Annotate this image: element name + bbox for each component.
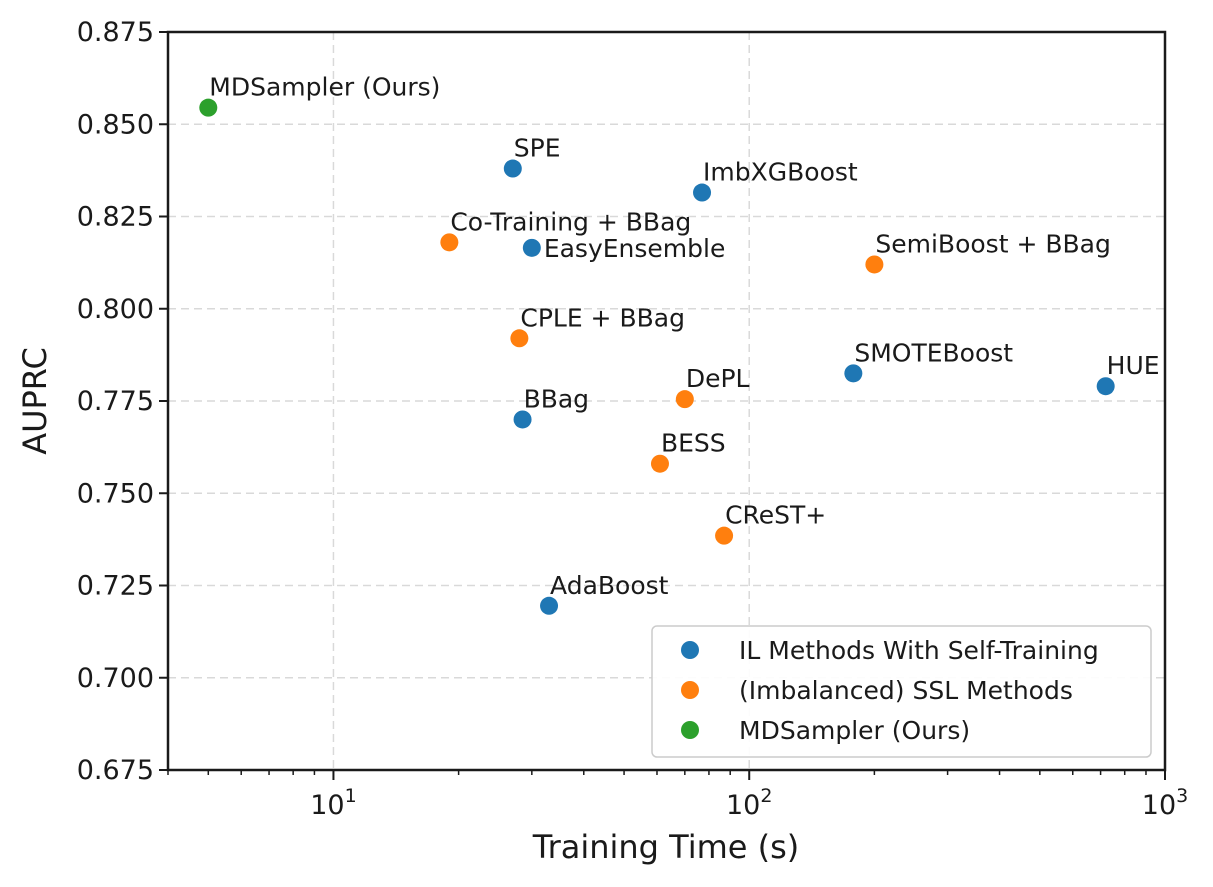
data-point — [510, 329, 529, 348]
data-points — [199, 98, 1115, 615]
axis-ticks: 0.675 0.700 0.725 0.750 0.775 0.800 0.825 0.850… — [77, 17, 1189, 821]
legend-box — [651, 625, 1152, 758]
data-point — [650, 454, 669, 473]
y-tick-label: 0.725 — [77, 571, 154, 602]
data-point — [675, 390, 694, 409]
point-label: BBag — [524, 384, 590, 413]
x-axis-title: Training Time (s) — [532, 828, 800, 866]
data-point — [440, 233, 459, 252]
point-label: CReST+ — [725, 501, 826, 530]
y-tick-label: 0.775 — [77, 386, 154, 417]
y-tick-label: 0.875 — [77, 17, 154, 48]
y-axis-title: AUPRC — [16, 347, 54, 455]
y-tick-label: 0.675 — [77, 755, 154, 786]
point-label: Co-Training + BBag — [450, 207, 691, 236]
data-point — [844, 364, 863, 383]
data-point — [540, 596, 559, 615]
point-label: MDSampler (Ours) — [209, 73, 440, 102]
point-label: ImbXGBoost — [703, 158, 858, 187]
legend-marker — [681, 641, 699, 659]
legend-marker — [681, 681, 699, 699]
legend: IL Methods With Self-Training (Imbalanced… — [651, 625, 1152, 758]
legend-label: MDSampler (Ours) — [739, 716, 970, 745]
data-point — [693, 183, 712, 202]
data-point — [522, 238, 541, 257]
y-tick-label: 0.825 — [77, 202, 154, 233]
y-tick-label: 0.700 — [77, 663, 154, 694]
point-label: BESS — [661, 429, 726, 458]
y-tick-label: 0.850 — [77, 109, 154, 140]
point-labels: SPE ImbXGBoost EasyEnsemble SMOTEBoost HUE BB… — [209, 73, 1159, 600]
y-tick-label: 0.800 — [77, 294, 154, 325]
point-label: DePL — [686, 364, 750, 393]
data-point — [1096, 377, 1115, 396]
x-tick-label: 101 — [310, 785, 356, 821]
point-label: SPE — [514, 134, 561, 163]
data-point — [199, 98, 218, 117]
data-point — [503, 159, 522, 178]
x-tick-label: 102 — [726, 785, 772, 821]
point-label: AdaBoost — [550, 571, 669, 600]
legend-label: IL Methods With Self-Training — [739, 636, 1099, 665]
legend-label: (Imbalanced) SSL Methods — [739, 676, 1073, 705]
x-tick-label: 103 — [1142, 785, 1188, 821]
y-tick-label: 0.750 — [77, 478, 154, 509]
point-label: EasyEnsemble — [544, 234, 726, 263]
point-label: SMOTEBoost — [854, 338, 1013, 367]
data-point — [865, 255, 884, 274]
point-label: SemiBoost + BBag — [875, 229, 1110, 258]
point-label: HUE — [1107, 351, 1160, 380]
point-label: CPLE + BBag — [520, 303, 685, 332]
legend-marker — [681, 721, 699, 739]
data-point — [715, 526, 734, 545]
plot-frame — [166, 30, 1167, 772]
data-point — [513, 410, 532, 429]
